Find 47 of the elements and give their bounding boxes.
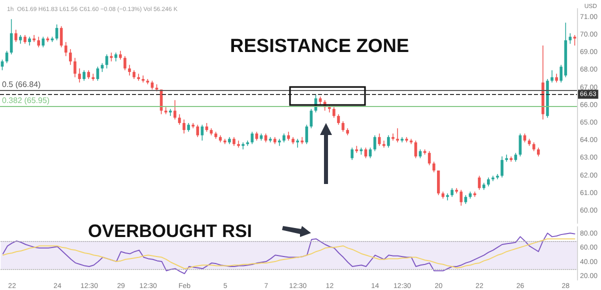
candlestick — [14, 29, 18, 42]
candlestick — [250, 131, 254, 145]
candlestick — [200, 124, 204, 141]
candlestick — [137, 73, 140, 82]
candlestick — [246, 140, 250, 146]
ref-line-label: 0.5 (66.84) — [2, 80, 42, 90]
candlestick — [105, 54, 108, 69]
candlestick — [5, 50, 8, 64]
candlestick — [128, 64, 131, 76]
candlestick — [460, 189, 463, 206]
annotation: RESISTANCE ZONE — [230, 36, 410, 58]
candlestick — [378, 133, 381, 146]
candlestick — [74, 57, 76, 78]
candlestick — [178, 114, 181, 126]
candlestick — [387, 134, 390, 148]
candlestick — [10, 18, 13, 55]
candlestick — [310, 108, 313, 129]
candlestick — [500, 156, 504, 178]
candlestick — [37, 36, 40, 48]
candlestick — [428, 150, 431, 166]
candlestick — [305, 124, 308, 145]
candlestick — [182, 119, 186, 134]
candlestick — [396, 128, 399, 143]
candlestick — [455, 188, 458, 194]
candlestick — [373, 134, 376, 152]
candlestick — [82, 70, 86, 82]
candlestick — [342, 120, 344, 132]
candlestick — [355, 145, 358, 154]
annotation: OVERBOUGHT RSI — [88, 221, 252, 242]
candlestick — [332, 106, 336, 118]
candlestick — [196, 124, 200, 138]
candlestick — [337, 114, 340, 126]
candlestick — [550, 70, 554, 83]
candlestick — [92, 73, 95, 82]
candlestick — [69, 48, 72, 66]
candlestick — [296, 138, 299, 148]
candlestick — [350, 147, 354, 160]
candlestick — [432, 161, 436, 173]
candlestick — [496, 174, 499, 180]
candlestick — [64, 42, 68, 57]
candlestick — [124, 56, 126, 71]
candlestick — [174, 100, 176, 120]
candlestick — [78, 68, 81, 83]
candlestick — [437, 170, 440, 196]
ref-line-label: 0.382 (65.95) — [2, 96, 50, 105]
candlestick — [400, 136, 404, 143]
candlestick — [405, 136, 408, 143]
